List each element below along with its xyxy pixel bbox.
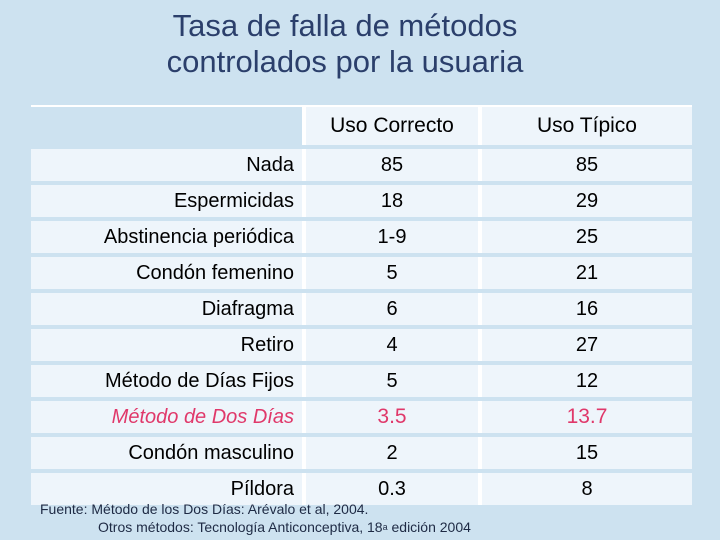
row-uso-correcto: 4 (302, 329, 478, 361)
row-label: Abstinencia periódica (31, 221, 302, 253)
row-uso-correcto: 1-9 (302, 221, 478, 253)
footnote-line-2-suffix: edición 2004 (387, 519, 471, 535)
table-row: Método de Días Fijos 5 12 (31, 365, 692, 397)
row-uso-tipico: 15 (478, 437, 692, 469)
row-uso-tipico: 85 (478, 149, 692, 181)
row-uso-tipico: 16 (478, 293, 692, 325)
row-label: Método de Dos Días (31, 401, 302, 433)
header-uso-tipico: Uso Típico (478, 105, 692, 145)
row-uso-tipico: 8 (478, 473, 692, 505)
table-row: Diafragma 6 16 (31, 293, 692, 325)
row-label: Espermicidas (31, 185, 302, 217)
row-label: Retiro (31, 329, 302, 361)
row-uso-tipico: 21 (478, 257, 692, 289)
row-label: Nada (31, 149, 302, 181)
header-uso-correcto: Uso Correcto (302, 105, 478, 145)
row-label: Método de Días Fijos (31, 365, 302, 397)
row-uso-correcto: 85 (302, 149, 478, 181)
row-label: Condón masculino (31, 437, 302, 469)
title-line-2: controlados por la usuaria (166, 44, 524, 79)
row-uso-correcto: 5 (302, 365, 478, 397)
footnote-line-2-prefix: Otros métodos: Tecnología Anticonceptiva… (98, 519, 383, 535)
table-row: Condón femenino 5 21 (31, 257, 692, 289)
table-row: Condón masculino 2 15 (31, 437, 692, 469)
title-line-1: Tasa de falla de métodos (172, 8, 518, 43)
row-uso-tipico: 29 (478, 185, 692, 217)
row-label: Condón femenino (31, 257, 302, 289)
footnote-line-1: Fuente: Método de los Dos Días: Arévalo … (40, 501, 369, 517)
table-row: Retiro 4 27 (31, 329, 692, 361)
row-label: Diafragma (31, 293, 302, 325)
row-uso-correcto: 3.5 (302, 401, 478, 433)
row-uso-tipico: 25 (478, 221, 692, 253)
row-uso-tipico: 12 (478, 365, 692, 397)
row-uso-correcto: 2 (302, 437, 478, 469)
failure-rate-table: Uso Correcto Uso Típico Nada 85 85 Esper… (31, 101, 692, 509)
row-uso-correcto: 18 (302, 185, 478, 217)
row-uso-correcto: 6 (302, 293, 478, 325)
footnote-line-2: Otros métodos: Tecnología Anticonceptiva… (40, 518, 471, 536)
row-uso-correcto: 0.3 (302, 473, 478, 505)
slide-title: Tasa de falla de métodos controlados por… (0, 8, 690, 80)
row-uso-tipico: 27 (478, 329, 692, 361)
source-footnote: Fuente: Método de los Dos Días: Arévalo … (40, 500, 471, 536)
table-row-highlighted: Método de Dos Días 3.5 13.7 (31, 401, 692, 433)
row-uso-tipico: 13.7 (478, 401, 692, 433)
table-header-row: Uso Correcto Uso Típico (31, 105, 692, 145)
table-row: Espermicidas 18 29 (31, 185, 692, 217)
table-row: Nada 85 85 (31, 149, 692, 181)
row-label: Píldora (31, 473, 302, 505)
row-uso-correcto: 5 (302, 257, 478, 289)
table-row: Píldora 0.3 8 (31, 473, 692, 505)
header-corner-cell (31, 105, 302, 145)
table-row: Abstinencia periódica 1-9 25 (31, 221, 692, 253)
footnote-superscript: a (382, 522, 388, 532)
